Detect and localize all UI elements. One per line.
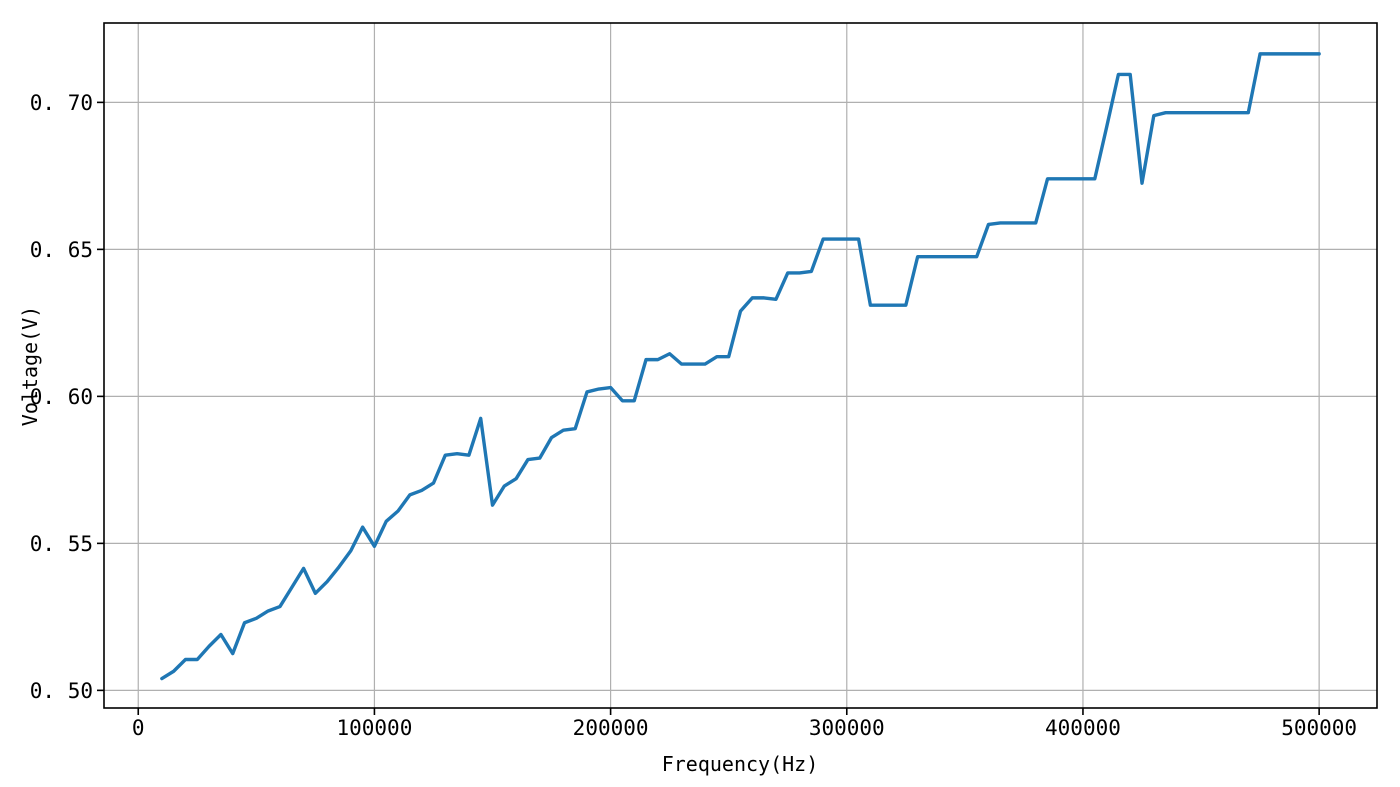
- y-tick-label: 0. 50: [30, 679, 93, 703]
- y-tick-label: 0. 65: [30, 238, 93, 262]
- y-tick-label: 0. 60: [30, 385, 93, 409]
- plot-border: [103, 22, 1378, 709]
- y-tick-label: 0. 70: [30, 91, 93, 115]
- x-tick-label: 0: [132, 716, 145, 740]
- plot-area: [104, 23, 1377, 708]
- data-line: [160, 52, 1321, 681]
- x-tick-label: 100000: [336, 716, 412, 740]
- y-axis-title: Voltage(V): [18, 305, 42, 427]
- x-tick-label: 200000: [573, 716, 649, 740]
- x-tick-label: 400000: [1045, 716, 1121, 740]
- y-tick-label: 0. 55: [30, 532, 93, 556]
- x-tick-label: 300000: [809, 716, 885, 740]
- x-tick-label: 500000: [1281, 716, 1357, 740]
- x-axis-title: Frequency(Hz): [661, 752, 819, 776]
